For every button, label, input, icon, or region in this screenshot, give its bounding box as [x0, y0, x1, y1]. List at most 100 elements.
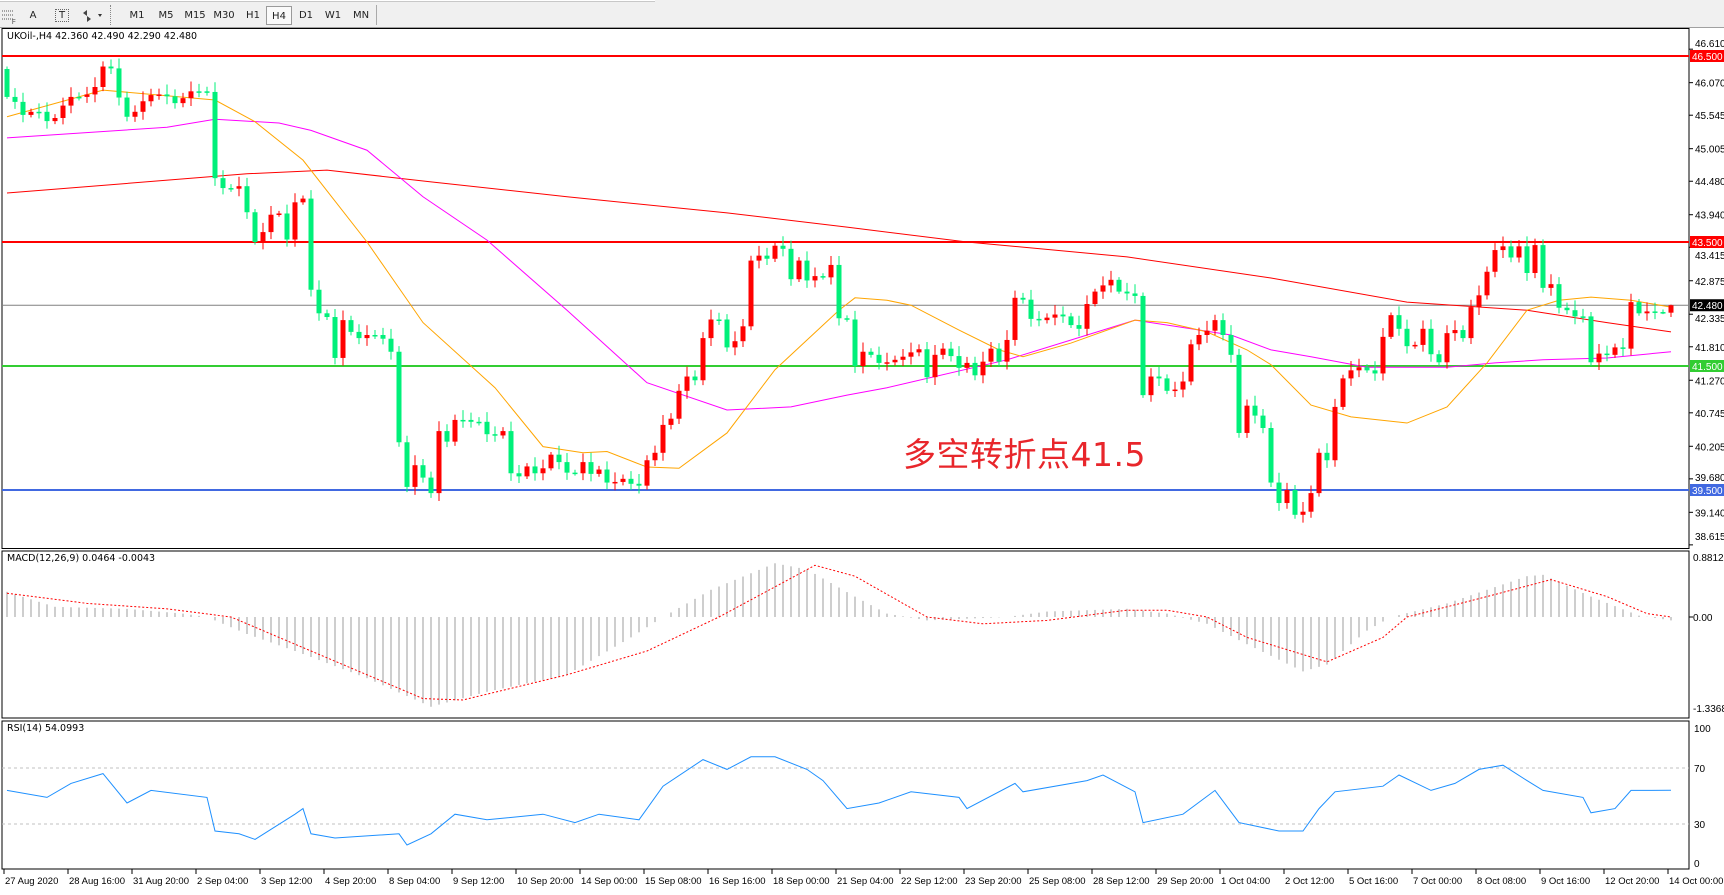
timeframe-m15[interactable]: M15	[184, 10, 206, 21]
candle-body	[556, 454, 562, 463]
candle	[1516, 240, 1522, 263]
level-label: 46.500	[1692, 52, 1723, 63]
timeframe-m30[interactable]: M30	[213, 10, 235, 21]
candle	[884, 352, 890, 371]
candle	[1228, 325, 1234, 363]
candle	[220, 170, 226, 195]
candle-body	[412, 465, 418, 487]
candle-body	[1292, 490, 1298, 515]
rsi-axis-label: 0	[1694, 859, 1700, 870]
candle	[748, 255, 754, 331]
candle-body	[1284, 490, 1290, 504]
candle-body	[572, 472, 578, 475]
candle	[1356, 358, 1362, 378]
candle	[724, 314, 730, 352]
candle-body	[1436, 354, 1442, 363]
candle-body	[444, 431, 450, 442]
candle-body	[1068, 316, 1074, 326]
candle	[388, 328, 394, 360]
candle	[524, 463, 530, 480]
candle	[1636, 299, 1642, 316]
candle	[628, 471, 634, 490]
candle-body	[1156, 376, 1162, 379]
candle-body	[1444, 333, 1450, 363]
candle	[508, 421, 514, 481]
candle	[1444, 325, 1450, 369]
candle-body	[268, 214, 274, 233]
candle	[1044, 313, 1050, 324]
time-label: 12 Oct 20:00	[1605, 876, 1659, 887]
candle	[1620, 338, 1626, 357]
candle	[436, 421, 442, 502]
candle-body	[1364, 367, 1370, 371]
candle-body	[1124, 291, 1130, 294]
candle-body	[548, 454, 554, 469]
candle-body	[956, 356, 962, 368]
level-label-bg	[1690, 50, 1724, 62]
timeframe-h4[interactable]: H4	[266, 6, 292, 25]
timeframe-d1[interactable]: D1	[298, 10, 314, 21]
candle-body	[588, 462, 594, 474]
timeframe-h1[interactable]: H1	[246, 10, 260, 21]
candle	[132, 105, 138, 122]
candle-body	[788, 248, 794, 280]
ma-fast-line	[6, 89, 1672, 469]
price-tick-label: 43.940	[1695, 211, 1724, 222]
candle	[532, 457, 538, 481]
candle	[1572, 300, 1578, 325]
candle	[1108, 270, 1114, 293]
candle	[1468, 299, 1474, 345]
candle	[1188, 339, 1194, 386]
hline-list-icon[interactable]: F	[2, 6, 16, 26]
candle	[812, 267, 818, 288]
candle-body	[660, 424, 666, 453]
candle-body	[892, 359, 898, 363]
candle-body	[316, 289, 322, 314]
candle	[988, 341, 994, 367]
candle	[1060, 306, 1066, 323]
candle	[1540, 239, 1546, 293]
chart-area[interactable]: 46.610 46.070 45.545 45.005 44.480 43.940 43.4…	[0, 28, 1724, 895]
candle-body	[1212, 320, 1218, 331]
time-label: 31 Aug 20:00	[133, 876, 189, 887]
candle	[1020, 292, 1026, 304]
arrows-icon[interactable]	[80, 6, 104, 25]
timeframe-mn[interactable]: MN	[352, 10, 370, 21]
candle	[412, 455, 418, 495]
candle-body	[100, 66, 106, 87]
candle	[284, 204, 290, 247]
ma-mid-line	[6, 118, 1672, 411]
macd-axis-label: 0.8812	[1693, 553, 1724, 564]
macd-axis-label: 0.00	[1693, 613, 1713, 624]
candle	[548, 451, 554, 471]
candle-body	[692, 376, 698, 381]
candle-body	[388, 338, 394, 352]
candle	[1036, 311, 1042, 327]
level-label: 41.500	[1692, 362, 1723, 373]
candle-body	[804, 260, 810, 281]
candle	[1452, 320, 1458, 341]
text-a-icon[interactable]: A	[29, 10, 37, 21]
text-label-icon[interactable]: T	[55, 9, 69, 22]
candle	[620, 474, 626, 486]
candle	[660, 415, 666, 461]
timeframe-m1[interactable]: M1	[129, 10, 145, 21]
candle-body	[1668, 305, 1674, 313]
candle-body	[540, 468, 546, 474]
timeframe-m5[interactable]: M5	[158, 10, 174, 21]
candle-body	[620, 478, 626, 482]
candle	[1012, 290, 1018, 346]
candle	[1236, 348, 1242, 438]
candle-body	[84, 94, 90, 97]
candle	[1100, 276, 1106, 299]
candle	[420, 458, 426, 483]
candle	[1132, 284, 1138, 304]
candle	[956, 346, 962, 376]
candle	[340, 310, 346, 366]
timeframe-w1[interactable]: W1	[324, 10, 342, 21]
candle-body	[1004, 339, 1010, 362]
candle	[1460, 325, 1466, 342]
price-tick-label: 39.680	[1695, 473, 1724, 484]
candle-body	[1324, 452, 1330, 461]
candle	[716, 312, 722, 325]
